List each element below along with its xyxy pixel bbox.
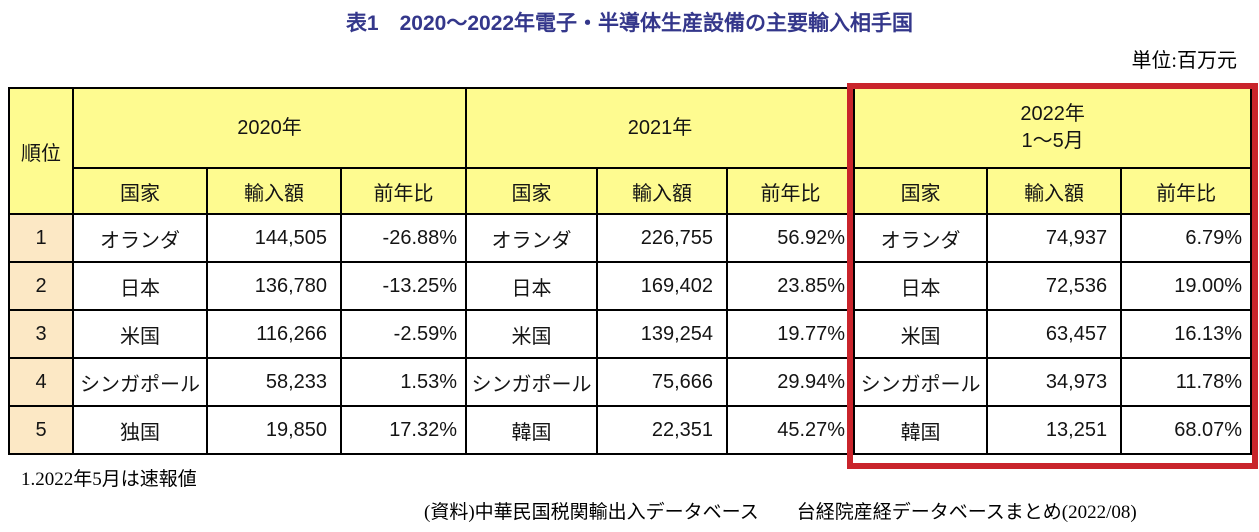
amount-cell-2021: 75,666: [596, 357, 729, 407]
page-title: 表1 2020〜2022年電子・半導体生産設備の主要輸入相手国: [345, 12, 914, 35]
yoy-cell-2020: -2.59%: [339, 309, 468, 359]
year-2022-line2: 1〜5月: [1021, 130, 1084, 152]
year-2022-line1: 2022年: [1020, 103, 1085, 125]
country-cell-2021: シンガポール: [465, 357, 599, 407]
amount-cell-2020: 136,780: [206, 261, 342, 311]
country-cell-2020: 独国: [72, 405, 208, 455]
subheader-amount-2022: 輸入額: [986, 167, 1123, 215]
year-header-2022: 2022年 1〜5月: [853, 87, 1253, 169]
country-cell-2021: 韓国: [465, 405, 599, 455]
amount-cell-2021: 169,402: [596, 261, 729, 311]
subheader-amount-2020: 輸入額: [206, 167, 342, 215]
yoy-cell-2020: 1.53%: [339, 357, 468, 407]
subheader-row: 国家 輸入額 前年比 国家 輸入額 前年比 国家 輸入額 前年比: [9, 167, 1253, 215]
amount-cell-2022: 74,937: [986, 213, 1123, 263]
yoy-cell-2022: 11.78%: [1120, 357, 1253, 407]
amount-cell-2022: 13,251: [986, 405, 1123, 455]
yoy-cell-2020: -13.25%: [339, 261, 468, 311]
country-cell-2021: 米国: [465, 309, 599, 359]
table-header: 順位 2020年 2021年 2022年 1〜5月 国家 輸入額 前年比 国家 …: [8, 87, 1253, 215]
rank-cell: 3: [8, 309, 74, 359]
country-cell-2022: オランダ: [853, 213, 989, 263]
amount-cell-2021: 139,254: [596, 309, 729, 359]
amount-cell-2022: 34,973: [986, 357, 1123, 407]
year-header-row: 順位 2020年 2021年 2022年 1〜5月: [8, 87, 1253, 215]
country-cell-2020: オランダ: [72, 213, 208, 263]
subheader-country-2021: 国家: [465, 167, 599, 215]
year-header-2021: 2021年: [465, 87, 856, 169]
amount-cell-2022: 63,457: [986, 309, 1123, 359]
country-cell-2022: 韓国: [853, 405, 989, 455]
country-cell-2020: 米国: [72, 309, 208, 359]
unit-label: 単位:百万元: [1131, 50, 1237, 72]
amount-cell-2021: 22,351: [596, 405, 729, 455]
amount-cell-2020: 116,266: [206, 309, 342, 359]
yoy-cell-2021: 45.27%: [726, 405, 856, 455]
rank-cell: 4: [8, 357, 74, 407]
footnote: 1.2022年5月は速報値: [21, 469, 197, 490]
subheader-yoy-2020: 前年比: [339, 167, 468, 215]
table-row-3: 3 米国 116,266 -2.59% 米国 139,254 19.77% 米国…: [8, 309, 1253, 359]
country-cell-2022: シンガポール: [853, 357, 989, 407]
source-note: (資料)中華民国税関輸出入データベース 台経院産経データベースまとめ(2022/…: [424, 502, 1137, 523]
rank-cell: 1: [8, 213, 74, 263]
country-cell-2022: 米国: [853, 309, 989, 359]
table-body: 1 オランダ 144,505 -26.88% オランダ 226,755 56.9…: [8, 213, 1253, 455]
table-row-1: 1 オランダ 144,505 -26.88% オランダ 226,755 56.9…: [8, 213, 1253, 263]
yoy-cell-2022: 6.79%: [1120, 213, 1253, 263]
subheader-amount-2021: 輸入額: [596, 167, 729, 215]
yoy-cell-2021: 29.94%: [726, 357, 856, 407]
yoy-cell-2021: 19.77%: [726, 309, 856, 359]
yoy-cell-2020: 17.32%: [339, 405, 468, 455]
rank-cell: 2: [8, 261, 74, 311]
amount-cell-2020: 19,850: [206, 405, 342, 455]
country-cell-2022: 日本: [853, 261, 989, 311]
country-cell-2020: 日本: [72, 261, 208, 311]
rank-cell: 5: [8, 405, 74, 455]
yoy-cell-2021: 56.92%: [726, 213, 856, 263]
yoy-cell-2021: 23.85%: [726, 261, 856, 311]
amount-cell-2022: 72,536: [986, 261, 1123, 311]
subheader-yoy-2022: 前年比: [1120, 167, 1253, 215]
table-row-4: 4 シンガポール 58,233 1.53% シンガポール 75,666 29.9…: [8, 357, 1253, 407]
amount-cell-2020: 58,233: [206, 357, 342, 407]
table-row-5: 5 独国 19,850 17.32% 韓国 22,351 45.27% 韓国 1…: [8, 405, 1253, 455]
year-header-2020: 2020年: [71, 87, 468, 169]
country-cell-2021: 日本: [465, 261, 599, 311]
subheader-yoy-2021: 前年比: [726, 167, 856, 215]
country-cell-2021: オランダ: [465, 213, 599, 263]
yoy-cell-2022: 68.07%: [1120, 405, 1253, 455]
yoy-cell-2022: 16.13%: [1120, 309, 1253, 359]
yoy-cell-2020: -26.88%: [339, 213, 468, 263]
subheader-country-2022: 国家: [853, 167, 989, 215]
amount-cell-2021: 226,755: [596, 213, 729, 263]
country-cell-2020: シンガポール: [72, 357, 208, 407]
yoy-cell-2022: 19.00%: [1120, 261, 1253, 311]
import-partners-table: 順位 2020年 2021年 2022年 1〜5月 国家 輸入額 前年比 国家 …: [8, 87, 1253, 455]
amount-cell-2020: 144,505: [206, 213, 342, 263]
rank-column-header: 順位: [8, 87, 74, 215]
subheader-country-2020: 国家: [72, 167, 208, 215]
table-row-2: 2 日本 136,780 -13.25% 日本 169,402 23.85% 日…: [8, 261, 1253, 311]
